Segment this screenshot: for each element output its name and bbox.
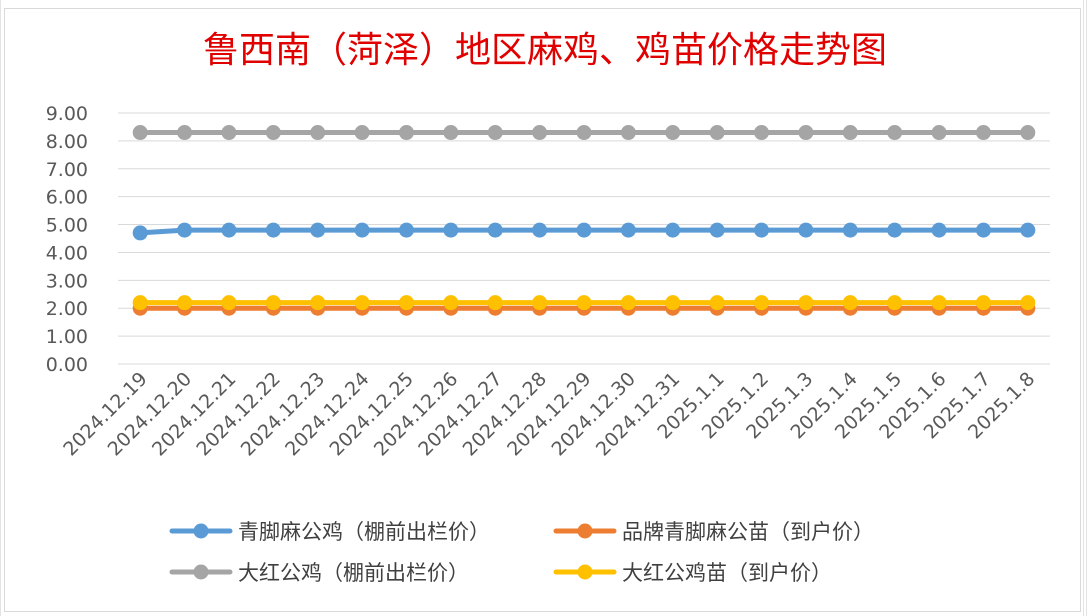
data-point [887,295,903,311]
data-point [532,222,548,238]
y-tick-label: 8.00 [46,131,88,153]
x-axis-tick-labels: 2024.12.192024.12.202024.12.212024.12.22… [59,368,1039,460]
y-tick-label: 5.00 [46,215,88,237]
data-point [665,125,681,141]
data-point [754,125,770,141]
data-point [709,295,725,311]
data-point [709,222,725,238]
legend-swatch-marker [577,564,593,580]
y-tick-label: 3.00 [46,270,88,292]
legend-swatch-marker [577,523,593,539]
series-3 [132,125,1036,141]
data-point [798,295,814,311]
y-tick-label: 9.00 [46,103,88,125]
data-point [487,222,503,238]
y-tick-label: 4.00 [46,242,88,264]
legend-label: 大红公鸡（棚前出栏价） [238,561,469,585]
data-point [576,295,592,311]
data-point [398,222,414,238]
data-point [132,225,148,241]
data-point [576,125,592,141]
legend-label: 大红公鸡苗（到户价） [622,561,832,585]
data-point [975,222,991,238]
data-point [265,125,281,141]
data-point [265,222,281,238]
data-point [487,295,503,311]
data-point [754,222,770,238]
data-point [132,295,148,311]
data-point [665,295,681,311]
legend-swatch-marker [193,564,209,580]
data-point [532,125,548,141]
data-point [177,125,193,141]
data-point [842,125,858,141]
legend-label: 品牌青脚麻公苗（到户价） [622,520,874,544]
data-point [265,295,281,311]
series-4 [132,295,1036,311]
data-point [620,222,636,238]
data-point [177,295,193,311]
data-point [931,295,947,311]
data-point [842,222,858,238]
data-point [975,295,991,311]
y-tick-label: 0.00 [46,354,88,376]
data-point [443,295,459,311]
data-point [798,125,814,141]
data-point [1020,222,1036,238]
data-point [576,222,592,238]
data-point [398,125,414,141]
data-point [532,295,548,311]
legend-item: 青脚麻公鸡（棚前出栏价） [169,520,490,544]
data-point [931,222,947,238]
legend-label: 青脚麻公鸡（棚前出栏价） [238,520,490,544]
data-point [798,222,814,238]
data-point [842,295,858,311]
legend-item: 大红公鸡苗（到户价） [553,561,832,585]
series-lines [132,125,1036,316]
legend-item: 大红公鸡（棚前出栏价） [169,561,469,585]
data-point [132,125,148,141]
data-point [620,125,636,141]
data-point [487,125,503,141]
data-point [221,222,237,238]
data-point [443,222,459,238]
data-point [310,125,326,141]
legend-swatch-marker [193,523,209,539]
y-axis-tick-labels: 0.00 1.00 2.00 3.00 4.00 5.00 6.00 7.00 8.00 9.00 [46,103,88,376]
data-point [754,295,770,311]
data-point [221,125,237,141]
data-point [1020,125,1036,141]
data-point [887,125,903,141]
chart-title: 鲁西南（菏泽）地区麻鸡、鸡苗价格走势图 [203,30,887,71]
data-point [354,222,370,238]
y-tick-label: 1.00 [46,326,88,348]
y-tick-label: 7.00 [46,159,88,181]
y-tick-label: 2.00 [46,298,88,320]
data-point [1020,295,1036,311]
data-point [620,295,636,311]
data-point [177,222,193,238]
series-1 [132,222,1036,241]
data-point [443,125,459,141]
legend-item: 品牌青脚麻公苗（到户价） [553,520,874,544]
data-point [887,222,903,238]
data-point [221,295,237,311]
data-point [709,125,725,141]
data-point [354,295,370,311]
data-point [975,125,991,141]
data-point [310,295,326,311]
y-tick-label: 6.00 [46,187,88,209]
data-point [398,295,414,311]
data-point [931,125,947,141]
legend: 青脚麻公鸡（棚前出栏价） 品牌青脚麻公苗（到户价） 大红公鸡（棚前出栏价） 大红公鸡苗… [169,520,874,585]
data-point [665,222,681,238]
data-point [354,125,370,141]
data-point [310,222,326,238]
